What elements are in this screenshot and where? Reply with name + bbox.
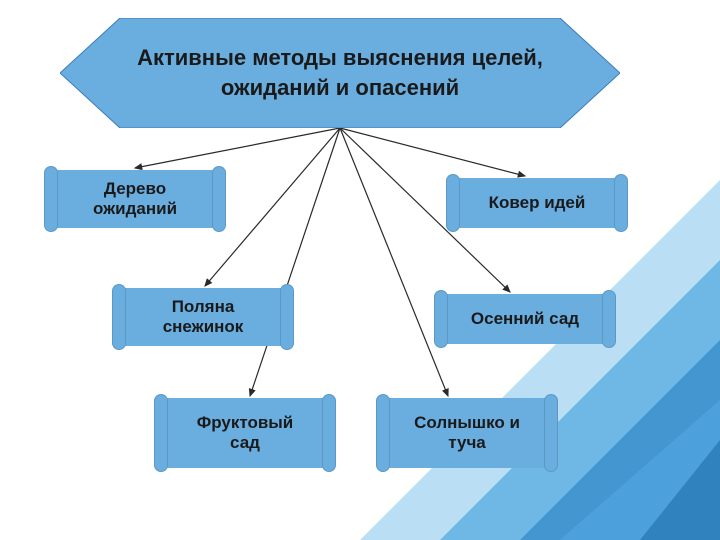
- method-node-sun: Солнышко и туча: [382, 398, 552, 468]
- method-node-fruit: Фруктовый сад: [160, 398, 330, 468]
- method-node-label: Ковер идей: [489, 193, 586, 213]
- method-node-label: Осенний сад: [471, 309, 579, 329]
- title-banner: Активные методы выяснения целей, ожидани…: [60, 18, 620, 128]
- method-node-label: Поляна снежинок: [163, 297, 244, 338]
- diagram-stage: Активные методы выяснения целей, ожидани…: [0, 0, 720, 540]
- method-node-autumn: Осенний сад: [440, 294, 610, 344]
- method-node-carpet: Ковер идей: [452, 178, 622, 228]
- method-node-label: Фруктовый сад: [197, 413, 294, 454]
- method-node-tree: Дерево ожиданий: [50, 170, 220, 228]
- method-node-label: Дерево ожиданий: [93, 179, 177, 220]
- title-text: Активные методы выяснения целей, ожидани…: [137, 43, 543, 102]
- method-node-label: Солнышко и туча: [414, 413, 520, 454]
- method-node-snow: Поляна снежинок: [118, 288, 288, 346]
